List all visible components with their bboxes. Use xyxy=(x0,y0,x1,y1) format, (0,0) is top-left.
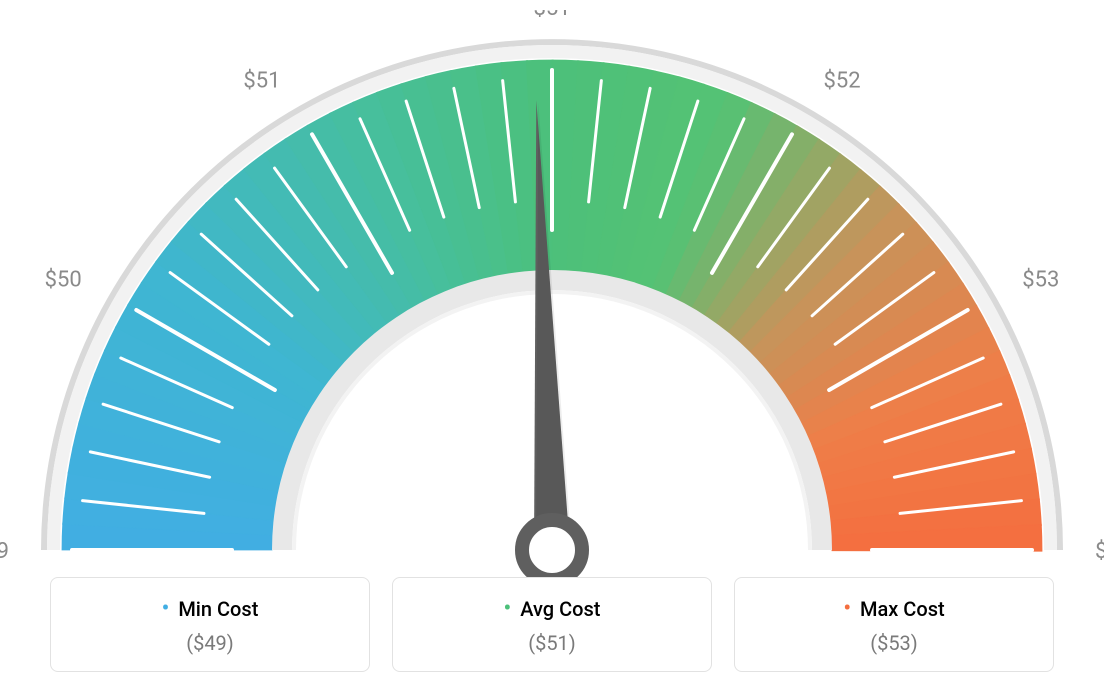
legend-min-title: • Min Cost xyxy=(61,596,359,621)
legend-avg-value: ($51) xyxy=(403,631,701,655)
legend-min-value: ($49) xyxy=(61,631,359,655)
legend-max-value: ($53) xyxy=(745,631,1043,655)
legend-card-max: • Max Cost ($53) xyxy=(734,577,1054,672)
legend-max-label: Max Cost xyxy=(860,597,945,621)
legend-row: • Min Cost ($49) • Avg Cost ($51) • Max … xyxy=(0,577,1104,672)
cost-gauge: $49 $50 $51 $51 $52 $53 $53 xyxy=(0,0,1104,570)
svg-text:$52: $52 xyxy=(824,69,861,94)
legend-avg-label: Avg Cost xyxy=(520,597,600,621)
legend-card-min: • Min Cost ($49) xyxy=(50,577,370,672)
legend-min-label: Min Cost xyxy=(178,597,258,621)
dot-icon: • xyxy=(843,596,851,621)
legend-card-avg: • Avg Cost ($51) xyxy=(392,577,712,672)
legend-avg-title: • Avg Cost xyxy=(403,596,701,621)
dot-icon: • xyxy=(504,596,512,621)
svg-text:$50: $50 xyxy=(45,268,82,293)
svg-text:$49: $49 xyxy=(0,539,9,564)
svg-text:$53: $53 xyxy=(1022,268,1059,293)
gauge-svg: $49 $50 $51 $51 $52 $53 $53 xyxy=(0,10,1104,590)
svg-text:$53: $53 xyxy=(1095,539,1104,564)
dot-icon: • xyxy=(162,596,170,621)
legend-max-title: • Max Cost xyxy=(745,596,1043,621)
svg-text:$51: $51 xyxy=(243,69,280,94)
svg-text:$51: $51 xyxy=(533,10,570,21)
